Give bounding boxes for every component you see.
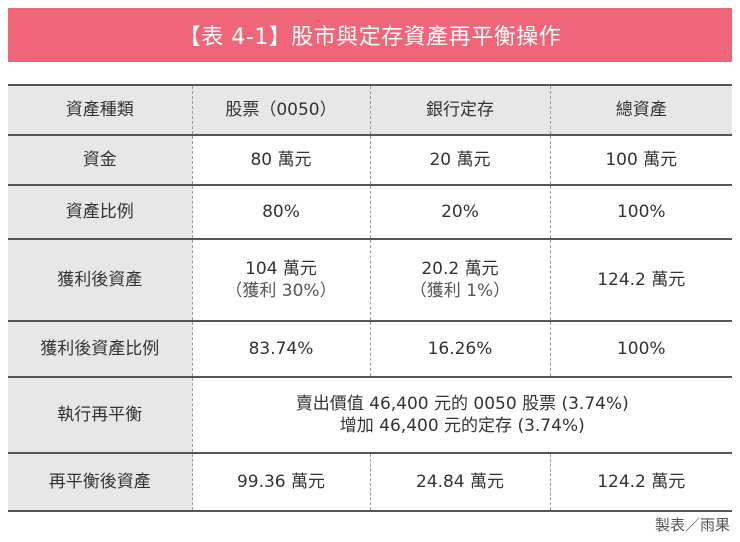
cell: 20%	[369, 184, 550, 239]
cell-note: （獲利 30%）	[225, 281, 337, 301]
table-title: 【表 4-1】股市與定存資產再平衡操作	[178, 25, 562, 50]
header-total: 總資產	[549, 84, 732, 135]
cell: 20 萬元	[369, 134, 550, 185]
cell-value: 104 萬元	[245, 259, 317, 279]
row-label: 資金	[8, 134, 192, 185]
cell: 100%	[549, 184, 732, 239]
row-label: 獲利後資產比例	[8, 320, 192, 377]
header-row: 資產種類 股票（0050） 銀行定存 總資產	[8, 84, 732, 135]
table-title-banner: 【表 4-1】股市與定存資產再平衡操作	[8, 8, 732, 62]
cell: 16.26%	[369, 320, 550, 377]
table-row: 資產比例 80% 20% 100%	[8, 184, 732, 239]
credit-text: 製表／雨果	[654, 516, 730, 534]
header-asset-type: 資產種類	[8, 84, 192, 135]
row-label: 再平衡後資產	[8, 452, 192, 512]
cell: 99.36 萬元	[191, 452, 370, 512]
row-label: 資產比例	[8, 184, 192, 239]
table-row: 再平衡後資產 99.36 萬元 24.84 萬元 124.2 萬元	[8, 452, 732, 512]
cell: 124.2 萬元	[549, 238, 732, 321]
cell: 20.2 萬元 （獲利 1%）	[369, 238, 550, 321]
cell: 24.84 萬元	[369, 452, 550, 512]
merged-cell: 賣出價值 46,400 元的 0050 股票 (3.74%) 增加 46,400…	[191, 376, 732, 453]
cell: 83.74%	[191, 320, 370, 377]
rebalance-line-1: 賣出價值 46,400 元的 0050 股票 (3.74%)	[295, 394, 629, 414]
cell: 80%	[191, 184, 370, 239]
table-row: 執行再平衡 賣出價值 46,400 元的 0050 股票 (3.74%) 增加 …	[8, 376, 732, 453]
rebalance-table: 資產種類 股票（0050） 銀行定存 總資產 資金 80 萬元 20 萬元 10…	[8, 84, 732, 512]
header-deposit: 銀行定存	[369, 84, 550, 135]
cell-value: 20.2 萬元	[421, 259, 499, 279]
table-row: 獲利後資產比例 83.74% 16.26% 100%	[8, 320, 732, 377]
row-label: 獲利後資產	[8, 238, 192, 321]
row-label: 執行再平衡	[8, 376, 192, 453]
table-row: 資金 80 萬元 20 萬元 100 萬元	[8, 134, 732, 185]
cell: 104 萬元 （獲利 30%）	[191, 238, 370, 321]
cell: 100%	[549, 320, 732, 377]
table-row: 獲利後資產 104 萬元 （獲利 30%） 20.2 萬元 （獲利 1%） 12…	[8, 238, 732, 321]
cell-note: （獲利 1%）	[409, 281, 511, 301]
cell: 124.2 萬元	[549, 452, 732, 512]
cell: 80 萬元	[191, 134, 370, 185]
rebalance-line-2: 增加 46,400 元的定存 (3.74%)	[339, 416, 585, 436]
header-stock: 股票（0050）	[191, 84, 370, 135]
cell: 100 萬元	[549, 134, 732, 185]
